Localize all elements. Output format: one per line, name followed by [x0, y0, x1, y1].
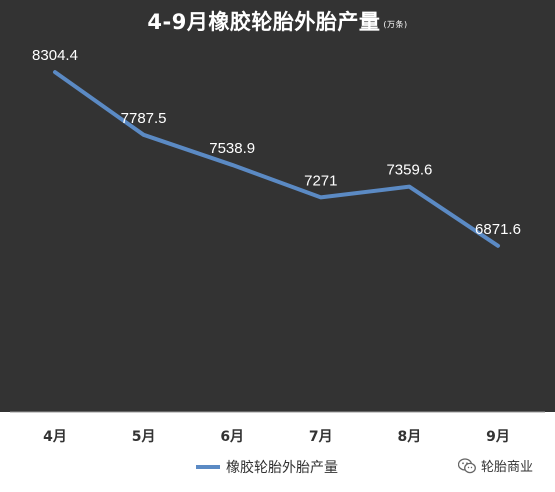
watermark-text: 轮胎商业 — [481, 460, 534, 475]
data-label: 6871.6 — [475, 221, 521, 238]
data-label: 7271 — [304, 172, 337, 189]
x-tick-label: 4月 — [43, 429, 67, 445]
data-labels: 8304.4 7787.5 7538.9 7271 7359.6 6871.6 — [32, 47, 521, 246]
data-label: 7787.5 — [121, 110, 167, 127]
chart-panel — [0, 0, 555, 412]
x-tick-label: 7月 — [309, 429, 333, 445]
legend-swatch — [196, 465, 220, 469]
watermark: 轮胎商业 — [458, 456, 533, 475]
chart-title: 4-9月橡胶轮胎外胎产量 (万条) — [0, 6, 555, 36]
data-label: 7538.9 — [209, 140, 255, 157]
series-line — [53, 70, 500, 248]
data-label: 8304.4 — [32, 47, 78, 64]
chart-title-text: 4-9月橡胶轮胎外胎产量 — [147, 10, 381, 34]
x-axis-ticks: 4月 5月 6月 7月 8月 9月 — [43, 429, 510, 445]
x-tick-label: 5月 — [132, 429, 156, 445]
legend-label: 橡胶轮胎外胎产量 — [226, 460, 338, 476]
wechat-icon — [458, 457, 476, 473]
x-tick-label: 9月 — [486, 429, 510, 445]
legend: 橡胶轮胎外胎产量 — [196, 457, 338, 477]
x-tick-label: 8月 — [398, 429, 422, 445]
data-label: 7359.6 — [386, 162, 432, 179]
chart-title-unit: (万条) — [383, 20, 408, 29]
x-tick-label: 6月 — [220, 429, 244, 445]
